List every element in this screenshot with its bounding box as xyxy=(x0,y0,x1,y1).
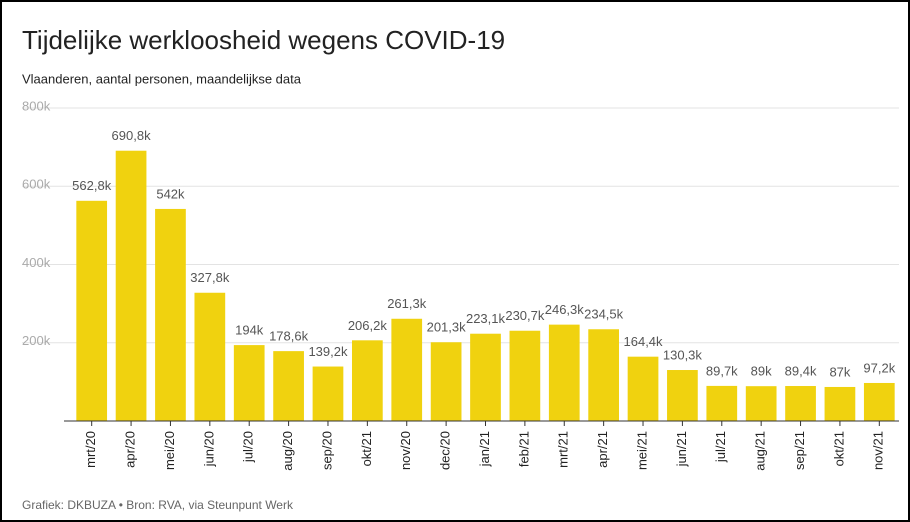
bar xyxy=(430,342,462,421)
value-label: 234,5k xyxy=(584,307,624,322)
x-tick-label: aug/20 xyxy=(280,431,295,471)
value-label: 562,8k xyxy=(72,178,112,193)
y-tick-label: 400k xyxy=(22,255,51,270)
x-tick-label: jul/20 xyxy=(241,431,256,463)
bar xyxy=(351,340,383,421)
bar xyxy=(706,385,738,421)
value-label: 139,2k xyxy=(308,344,348,359)
x-tick-label: apr/21 xyxy=(595,431,610,468)
x-tick-label: nov/21 xyxy=(871,431,886,470)
value-label: 194k xyxy=(235,323,264,338)
footer: Grafiek: DKBUZA • Bron: RVA, via Steunpu… xyxy=(22,498,294,512)
bar xyxy=(824,386,856,421)
x-tick-label: sep/20 xyxy=(319,431,334,470)
bar xyxy=(548,324,580,421)
x-tick-label: feb/21 xyxy=(516,431,531,467)
x-tick-label: jun/21 xyxy=(674,431,689,467)
value-label: 164,4k xyxy=(624,334,664,349)
x-tick-label: dec/20 xyxy=(438,431,453,470)
bar xyxy=(233,345,265,421)
y-tick-label: 600k xyxy=(22,177,51,192)
value-label: 230,7k xyxy=(505,308,545,323)
value-label: 201,3k xyxy=(427,320,467,335)
bar xyxy=(509,330,541,421)
value-label: 542k xyxy=(156,186,185,201)
y-tick-label: 800k xyxy=(22,98,51,113)
x-tick-label: okt/21 xyxy=(831,431,846,466)
value-label: 97,2k xyxy=(863,360,895,375)
value-label: 261,3k xyxy=(387,296,427,311)
x-tick-label: jun/20 xyxy=(201,431,216,467)
x-tick-label: jul/21 xyxy=(713,431,728,463)
bar xyxy=(155,208,186,421)
value-label: 327,8k xyxy=(190,270,230,285)
bar xyxy=(627,356,659,421)
x-tick-label: mei/20 xyxy=(162,431,177,470)
bar xyxy=(588,329,620,421)
x-tick-label: aug/21 xyxy=(753,431,768,471)
x-tick-label: apr/20 xyxy=(123,431,138,468)
value-label: 223,1k xyxy=(466,311,506,326)
bar xyxy=(391,318,423,421)
value-label: 690,8k xyxy=(112,128,152,143)
value-label: 87k xyxy=(829,364,850,379)
x-tick-label: mrt/20 xyxy=(83,431,98,468)
y-tick-label: 200k xyxy=(22,333,51,348)
bar xyxy=(76,200,108,421)
x-tick-label: mei/21 xyxy=(634,431,649,470)
bar xyxy=(863,382,895,421)
bar xyxy=(470,333,501,421)
x-tick-label: okt/21 xyxy=(359,431,374,466)
value-label: 246,3k xyxy=(545,302,585,317)
chart-title: Tijdelijke werkloosheid wegens COVID-19 xyxy=(22,25,505,55)
value-label: 89k xyxy=(751,364,772,379)
x-tick-label: sep/21 xyxy=(792,431,807,470)
value-label: 89,7k xyxy=(706,363,738,378)
x-tick-label: mrt/21 xyxy=(556,431,571,468)
bar xyxy=(667,370,698,421)
value-label: 178,6k xyxy=(269,329,309,344)
bar xyxy=(194,292,226,421)
chart-subtitle: Vlaanderen, aantal personen, maandelijks… xyxy=(22,71,302,86)
value-label: 206,2k xyxy=(348,318,388,333)
x-tick-label: jan/21 xyxy=(477,431,492,467)
bar xyxy=(115,150,147,422)
bar xyxy=(785,386,816,421)
bar xyxy=(312,366,344,421)
value-label: 89,4k xyxy=(785,363,817,378)
bar xyxy=(273,351,304,421)
value-label: 130,3k xyxy=(663,347,703,362)
bar xyxy=(745,386,777,421)
x-tick-label: nov/20 xyxy=(398,431,413,470)
